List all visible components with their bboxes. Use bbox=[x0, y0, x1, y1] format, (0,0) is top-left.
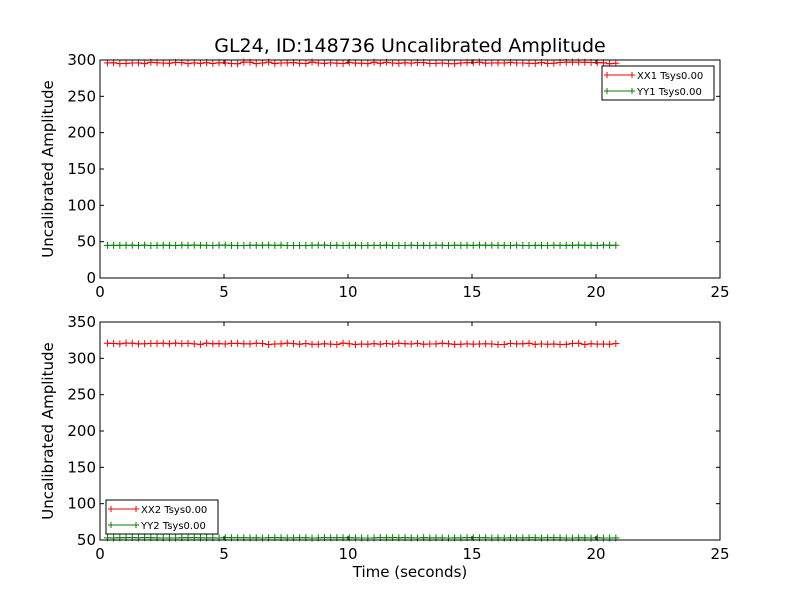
legend-1: XX1 Tsys0.00 YY1 Tsys0.00 bbox=[602, 66, 714, 100]
x-tick-label: 0 bbox=[95, 545, 105, 563]
y-axis-label-2: Uncalibrated Amplitude bbox=[39, 342, 57, 519]
y-tick-label: 100 bbox=[67, 495, 96, 513]
y-tick-label: 300 bbox=[67, 349, 96, 367]
legend-entry: XX1 Tsys0.00 bbox=[637, 71, 703, 82]
y-tick-label: 0 bbox=[86, 269, 96, 287]
x-tick-label: 15 bbox=[462, 545, 481, 563]
legend-entry: YY2 Tsys0.00 bbox=[140, 521, 206, 532]
legend-2: XX2 Tsys0.00 YY2 Tsys0.00 bbox=[106, 500, 218, 534]
y-tick-label: 100 bbox=[67, 196, 96, 214]
x-tick-label: 25 bbox=[710, 283, 729, 301]
legend-entry: XX2 Tsys0.00 bbox=[141, 505, 207, 516]
legend-entry: YY1 Tsys0.00 bbox=[636, 87, 702, 98]
x-tick-label: 15 bbox=[462, 283, 481, 301]
y-tick-label: 200 bbox=[67, 124, 96, 142]
y-tick-label: 250 bbox=[67, 87, 96, 105]
y-tick-label: 150 bbox=[67, 160, 96, 178]
x-tick-label: 5 bbox=[219, 545, 229, 563]
y-tick-label: 250 bbox=[67, 386, 96, 404]
x-tick-label: 10 bbox=[338, 545, 357, 563]
y-axis-label-1: Uncalibrated Amplitude bbox=[39, 80, 57, 257]
y-tick-label: 150 bbox=[67, 458, 96, 476]
y-tick-label: 50 bbox=[77, 531, 96, 549]
x-tick-label: 25 bbox=[710, 545, 729, 563]
x-axis-label: Time (seconds) bbox=[352, 563, 468, 581]
x-tick-label: 10 bbox=[338, 283, 357, 301]
x-tick-label: 20 bbox=[586, 545, 605, 563]
y-tick-label: 50 bbox=[77, 233, 96, 251]
x-tick-label: 5 bbox=[219, 283, 229, 301]
chart-title: GL24, ID:148736 Uncalibrated Amplitude bbox=[214, 35, 606, 57]
y-tick-label: 350 bbox=[67, 313, 96, 331]
x-tick-label: 0 bbox=[95, 283, 105, 301]
y-tick-label: 200 bbox=[67, 422, 96, 440]
y-tick-label: 300 bbox=[67, 51, 96, 69]
x-tick-label: 20 bbox=[586, 283, 605, 301]
